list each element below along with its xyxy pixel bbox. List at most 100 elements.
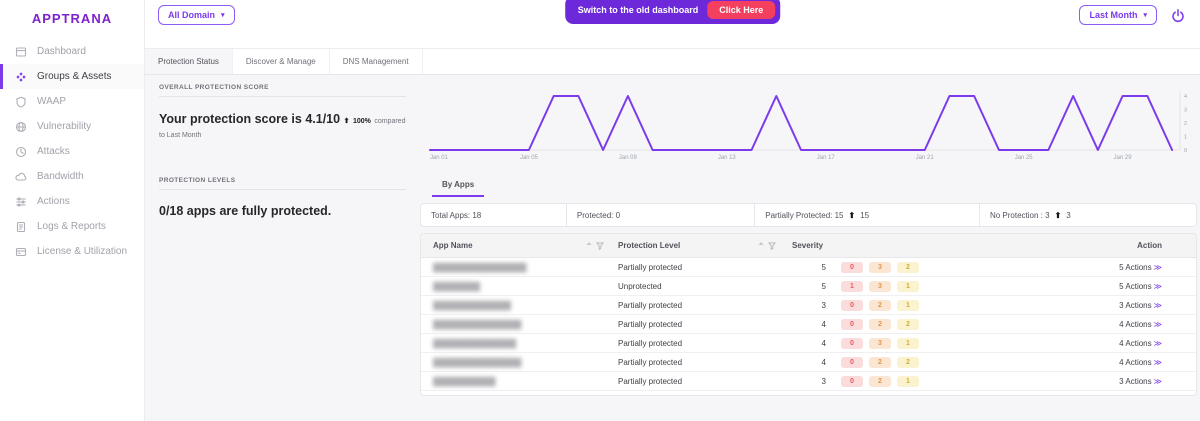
high-badge[interactable]: 2 xyxy=(869,356,891,368)
actions-link[interactable]: 4 Actions ≫ xyxy=(1020,320,1196,329)
high-badge[interactable]: 3 xyxy=(869,280,891,292)
sidebar-item-actions[interactable]: Actions xyxy=(0,189,144,214)
sidebar-item-label: Vulnerability xyxy=(37,121,92,132)
critical-badge[interactable]: 0 xyxy=(841,375,863,387)
period-selector-dropdown[interactable]: Last Month ▾ xyxy=(1079,5,1157,25)
svg-text:Jan 29: Jan 29 xyxy=(1114,155,1133,161)
medium-badge[interactable]: 2 xyxy=(897,318,919,330)
svg-text:Jan 01: Jan 01 xyxy=(430,155,449,161)
sidebar-item-dashboard[interactable]: Dashboard xyxy=(0,39,144,64)
tab-by-apps[interactable]: By Apps xyxy=(432,173,485,197)
critical-badge[interactable]: 0 xyxy=(841,337,863,349)
severity-count: 3 xyxy=(821,300,826,310)
stat-delta: 15 xyxy=(860,210,870,220)
table-row[interactable]: ████████████ Partially protected 3 0 2 1… xyxy=(421,372,1196,391)
sidebar-item-bandwidth[interactable]: Bandwidth xyxy=(0,164,144,189)
high-badge[interactable]: 3 xyxy=(869,337,891,349)
critical-badge[interactable]: 0 xyxy=(841,356,863,368)
sidebar-item-label: Actions xyxy=(37,196,70,207)
medium-badge[interactable]: 1 xyxy=(897,375,919,387)
stat-no-protection: No Protection : 3 ⬆ 3 xyxy=(978,204,1196,226)
column-label: App Name xyxy=(433,241,473,250)
column-header-action[interactable]: Action xyxy=(1137,241,1162,250)
power-icon[interactable] xyxy=(1170,8,1186,24)
severity-badges: 0 2 1 xyxy=(830,375,1020,387)
app-name-cell: █████████ xyxy=(421,282,618,291)
actions-label: 4 Actions xyxy=(1119,357,1152,367)
high-badge[interactable]: 2 xyxy=(869,375,891,387)
table-row[interactable]: ████████████████ Partially protected 4 0… xyxy=(421,334,1196,353)
table-row[interactable]: ███████████████ Partially protected 3 0 … xyxy=(421,296,1196,315)
critical-badge[interactable]: 0 xyxy=(841,318,863,330)
domain-selector-dropdown[interactable]: All Domain ▾ xyxy=(158,5,235,25)
actions-link[interactable]: 5 Actions ≫ xyxy=(1020,263,1196,272)
stat-delta: 3 xyxy=(1066,210,1071,220)
apps-table: App Name Protection Level xyxy=(420,233,1197,396)
apps-stats-bar: Total Apps: 18 Protected: 0 Partially Pr… xyxy=(420,203,1197,227)
column-header-protection-level[interactable]: Protection Level xyxy=(618,241,790,250)
table-row[interactable]: █████████████████ Partially protected 4 … xyxy=(421,353,1196,372)
table-row[interactable]: ██████████████████ Partially protected 5… xyxy=(421,258,1196,277)
sidebar-item-license-utilization[interactable]: License & Utilization xyxy=(0,239,144,264)
severity-badges: 0 2 2 xyxy=(830,356,1020,368)
column-header-app-name[interactable]: App Name xyxy=(421,241,618,250)
click-here-button[interactable]: Click Here xyxy=(707,1,776,19)
tab-discover-manage[interactable]: Discover & Manage xyxy=(233,49,330,74)
protection-level-cell: Partially protected xyxy=(618,300,683,310)
page-tabs: Protection Status Discover & Manage DNS … xyxy=(145,48,1200,75)
stat-text: Protected: 0 xyxy=(576,210,621,220)
actions-link[interactable]: 3 Actions ≫ xyxy=(1020,301,1196,310)
critical-badge[interactable]: 0 xyxy=(841,299,863,311)
tab-protection-status[interactable]: Protection Status xyxy=(145,49,233,74)
high-badge[interactable]: 2 xyxy=(869,299,891,311)
actions-link[interactable]: 3 Actions ≫ xyxy=(1020,377,1196,386)
arrow-up-icon: ⬆ xyxy=(1054,210,1062,220)
dashboard-icon xyxy=(15,45,28,58)
sliders-icon xyxy=(15,195,28,208)
high-badge[interactable]: 2 xyxy=(869,318,891,330)
sidebar-item-label: Logs & Reports xyxy=(37,221,106,232)
medium-badge[interactable]: 2 xyxy=(897,261,919,273)
chevron-double-right-icon: ≫ xyxy=(1153,338,1162,348)
document-icon xyxy=(15,220,28,233)
medium-badge[interactable]: 1 xyxy=(897,299,919,311)
card-icon xyxy=(15,245,28,258)
sidebar-item-label: WAAP xyxy=(37,96,67,107)
svg-text:4: 4 xyxy=(1184,94,1187,100)
chevron-double-right-icon: ≫ xyxy=(1153,376,1162,386)
medium-badge[interactable]: 2 xyxy=(897,356,919,368)
severity-badges: 0 3 1 xyxy=(830,337,1020,349)
domain-selector-label: All Domain xyxy=(168,10,216,20)
sidebar-item-waap[interactable]: WAAP xyxy=(0,89,144,114)
actions-label: 5 Actions xyxy=(1119,262,1152,272)
high-badge[interactable]: 3 xyxy=(869,261,891,273)
column-header-severity[interactable]: Severity xyxy=(792,241,824,250)
protection-level-cell: Partially protected xyxy=(618,357,683,367)
tab-dns-management[interactable]: DNS Management xyxy=(330,49,423,74)
filter-icon xyxy=(768,241,776,250)
critical-badge[interactable]: 0 xyxy=(841,261,863,273)
svg-text:Jan 25: Jan 25 xyxy=(1015,155,1034,161)
table-row[interactable]: █████████ Unprotected 5 1 3 1 5 Actions ≫ xyxy=(421,277,1196,296)
app-name-cell: ████████████ xyxy=(421,377,618,386)
chevron-double-right-icon: ≫ xyxy=(1153,357,1162,367)
actions-link[interactable]: 4 Actions ≫ xyxy=(1020,339,1196,348)
sidebar-item-groups-assets[interactable]: Groups & Assets xyxy=(0,64,144,89)
sidebar-item-logs-reports[interactable]: Logs & Reports xyxy=(0,214,144,239)
shield-icon xyxy=(15,95,28,108)
filter-icon xyxy=(596,241,604,250)
table-header-row: App Name Protection Level xyxy=(421,234,1196,258)
medium-badge[interactable]: 1 xyxy=(897,337,919,349)
medium-badge[interactable]: 1 xyxy=(897,280,919,292)
sidebar-item-vulnerability[interactable]: Vulnerability xyxy=(0,114,144,139)
actions-link[interactable]: 5 Actions ≫ xyxy=(1020,282,1196,291)
critical-badge[interactable]: 1 xyxy=(841,280,863,292)
protection-level-cell: Partially protected xyxy=(618,338,683,348)
right-column: 0 1 2 3 4 Jan 01 Jan 05 Jan 09 Jan 13 Jan 17 Jan 2… xyxy=(420,75,1200,421)
column-label: Protection Level xyxy=(618,241,681,250)
sidebar-item-label: Dashboard xyxy=(37,46,86,57)
sidebar-item-attacks[interactable]: Attacks xyxy=(0,139,144,164)
protection-level-cell: Partially protected xyxy=(618,262,683,272)
table-row[interactable]: █████████████████ Partially protected 4 … xyxy=(421,315,1196,334)
actions-link[interactable]: 4 Actions ≫ xyxy=(1020,358,1196,367)
